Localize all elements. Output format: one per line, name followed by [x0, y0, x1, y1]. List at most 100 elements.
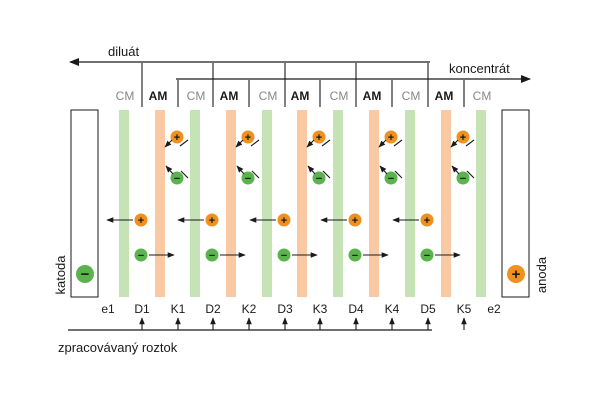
chamber-label: D5 — [420, 302, 436, 316]
svg-text:+: + — [281, 215, 287, 227]
migration-arrow — [450, 139, 459, 148]
membrane-label: CM — [330, 89, 349, 103]
blocked-stroke — [180, 170, 189, 179]
membrane-label: AM — [291, 89, 310, 103]
cation-membrane — [476, 110, 486, 297]
membrane-label: CM — [473, 89, 492, 103]
svg-text:−: − — [424, 250, 430, 262]
chamber-label: D1 — [134, 302, 150, 316]
cation-circle-icon — [507, 265, 525, 283]
chamber-label: K1 — [171, 302, 186, 316]
migration-arrow — [235, 139, 244, 148]
svg-text:+: + — [209, 215, 215, 227]
blocked-stroke — [394, 170, 403, 179]
chamber-label: D3 — [277, 302, 293, 316]
concentrate-label: koncentrát — [449, 61, 510, 76]
migration-arrow — [307, 165, 316, 175]
membrane-label: AM — [363, 89, 382, 103]
migration-arrow — [378, 139, 387, 148]
svg-text:+: + — [460, 132, 466, 144]
chamber-label: D4 — [348, 302, 364, 316]
anode-sign: + — [512, 266, 521, 283]
cation-ion-icon: + — [312, 130, 326, 144]
svg-text:−: − — [138, 250, 144, 262]
cation-membrane — [333, 110, 343, 297]
anode-group: + anoda — [501, 109, 549, 298]
blocked-stroke — [250, 139, 260, 147]
anion-membrane — [226, 110, 236, 297]
svg-text:−: − — [460, 173, 466, 185]
diluate-label: diluát — [108, 44, 139, 59]
anion-ion-icon: − — [134, 248, 148, 262]
chamber-label: K5 — [457, 302, 472, 316]
cation-ion-icon: + — [241, 130, 255, 144]
cathode-sign: − — [81, 266, 90, 283]
cation-ion-icon: + — [420, 213, 434, 227]
cation-ion-icon: + — [170, 130, 184, 144]
membrane-label: CM — [116, 89, 135, 103]
cation-ion-icon: + — [134, 213, 148, 227]
blocked-stroke — [466, 170, 475, 179]
svg-text:+: + — [316, 132, 322, 144]
anode-label: anoda — [534, 256, 549, 293]
cation-ion-icon: + — [205, 213, 219, 227]
membrane-label: CM — [259, 89, 278, 103]
cation-membrane — [405, 110, 415, 297]
membrane-label: AM — [220, 89, 239, 103]
chamber-label: e2 — [487, 302, 501, 316]
anion-ion-icon: − — [456, 171, 470, 185]
anion-membrane — [441, 110, 451, 297]
svg-text:−: − — [281, 250, 287, 262]
svg-text:−: − — [316, 173, 322, 185]
anion-circle-icon — [76, 265, 94, 283]
cation-membrane — [119, 110, 129, 297]
flow-lines: diluát koncentrát zpracovávaný roztok — [58, 44, 531, 355]
anion-membrane — [369, 110, 379, 297]
cation-membrane — [262, 110, 272, 297]
chamber-label: K2 — [242, 302, 257, 316]
blocked-stroke — [393, 139, 403, 147]
anion-membrane — [155, 110, 165, 297]
anion-ion-icon: − — [420, 248, 434, 262]
svg-text:+: + — [388, 132, 394, 144]
svg-text:−: − — [388, 173, 394, 185]
migration-arrow — [164, 139, 173, 148]
ion-layer: + − + − + − + − + − + − + − + − + − + − — [106, 130, 475, 262]
cation-ion-icon: + — [348, 213, 362, 227]
membrane-label: CM — [187, 89, 206, 103]
blocked-stroke — [321, 139, 331, 147]
anion-ion-icon: − — [384, 171, 398, 185]
membrane-layer: CM AM CM AM CM AM CM AM CM AM CM — [116, 89, 492, 297]
chamber-label: D2 — [205, 302, 221, 316]
migration-arrow — [451, 165, 460, 175]
anion-membrane — [297, 110, 307, 297]
cathode-group: − katoda — [53, 109, 99, 298]
anion-ion-icon: − — [277, 248, 291, 262]
membrane-label: CM — [402, 89, 421, 103]
migration-arrow — [379, 165, 388, 175]
anion-ion-icon: − — [170, 171, 184, 185]
svg-text:+: + — [352, 215, 358, 227]
anion-ion-icon: − — [312, 171, 326, 185]
svg-text:+: + — [174, 132, 180, 144]
chamber-layer: e1 D1 K1 D2 K2 D3 K3 D4 K4 D5 K5 e2 — [101, 63, 501, 330]
chamber-label: K3 — [313, 302, 328, 316]
blocked-stroke — [251, 170, 260, 179]
svg-text:−: − — [352, 250, 358, 262]
cathode-label: katoda — [53, 255, 68, 295]
blocked-stroke — [465, 139, 475, 147]
feed-label: zpracovávaný roztok — [58, 340, 178, 355]
svg-text:+: + — [245, 132, 251, 144]
anion-ion-icon: − — [205, 248, 219, 262]
migration-arrow — [165, 165, 174, 175]
chamber-label: K4 — [385, 302, 400, 316]
membrane-label: AM — [149, 89, 168, 103]
blocked-stroke — [179, 139, 189, 147]
cation-membrane — [190, 110, 200, 297]
cation-ion-icon: + — [384, 130, 398, 144]
migration-arrow — [236, 165, 245, 175]
membrane-label: AM — [435, 89, 454, 103]
blocked-stroke — [322, 170, 331, 179]
svg-text:−: − — [245, 173, 251, 185]
svg-text:−: − — [174, 173, 180, 185]
